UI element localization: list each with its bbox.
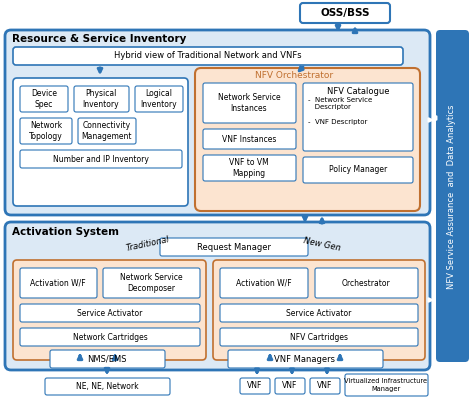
FancyBboxPatch shape — [220, 328, 418, 346]
Text: Service Activator: Service Activator — [286, 308, 352, 318]
Text: Activation System: Activation System — [12, 227, 119, 237]
FancyBboxPatch shape — [20, 150, 182, 168]
FancyBboxPatch shape — [220, 304, 418, 322]
Text: NFV Catalogue: NFV Catalogue — [327, 87, 389, 96]
FancyBboxPatch shape — [220, 268, 308, 298]
Text: New Gen: New Gen — [302, 236, 341, 252]
FancyBboxPatch shape — [135, 86, 183, 112]
Text: Logical
Inventory: Logical Inventory — [141, 89, 177, 109]
Text: Physical
Inventory: Physical Inventory — [82, 89, 119, 109]
FancyBboxPatch shape — [20, 304, 200, 322]
Text: Network Cartridges: Network Cartridges — [73, 333, 147, 341]
FancyBboxPatch shape — [160, 238, 308, 256]
FancyBboxPatch shape — [315, 268, 418, 298]
Text: Virtualized Infrastructure: Virtualized Infrastructure — [345, 378, 428, 384]
Text: Request Manager: Request Manager — [197, 243, 271, 252]
FancyBboxPatch shape — [436, 30, 469, 362]
Text: NFV Cartridges: NFV Cartridges — [290, 333, 348, 341]
FancyBboxPatch shape — [13, 78, 188, 206]
Text: -  VNF Descriptor: - VNF Descriptor — [308, 119, 367, 125]
Text: Network Service
Decomposer: Network Service Decomposer — [120, 273, 182, 293]
FancyBboxPatch shape — [78, 118, 136, 144]
FancyBboxPatch shape — [195, 68, 420, 211]
Text: OSS/BSS: OSS/BSS — [320, 8, 370, 18]
FancyBboxPatch shape — [20, 268, 97, 298]
Text: NMS/EMS: NMS/EMS — [87, 355, 127, 364]
FancyBboxPatch shape — [303, 83, 413, 151]
Text: VNF: VNF — [317, 382, 333, 391]
Text: Network
Topology: Network Topology — [29, 121, 63, 141]
Text: VNF: VNF — [247, 382, 263, 391]
FancyBboxPatch shape — [228, 350, 383, 368]
FancyBboxPatch shape — [345, 374, 428, 396]
FancyBboxPatch shape — [203, 155, 296, 181]
FancyBboxPatch shape — [45, 378, 170, 395]
FancyBboxPatch shape — [20, 86, 68, 112]
FancyBboxPatch shape — [303, 157, 413, 183]
FancyBboxPatch shape — [275, 378, 305, 394]
Text: VNF: VNF — [283, 382, 298, 391]
Text: Device
Spec: Device Spec — [31, 89, 57, 109]
FancyBboxPatch shape — [203, 129, 296, 149]
FancyBboxPatch shape — [20, 118, 72, 144]
FancyBboxPatch shape — [203, 83, 296, 123]
Text: Connectivity
Management: Connectivity Management — [82, 121, 132, 141]
Text: Traditional: Traditional — [125, 235, 171, 253]
FancyBboxPatch shape — [5, 222, 430, 370]
FancyBboxPatch shape — [50, 350, 165, 368]
FancyBboxPatch shape — [5, 30, 430, 215]
Text: Hybrid view of Traditional Network and VNFs: Hybrid view of Traditional Network and V… — [114, 52, 302, 60]
Text: Number and IP Inventory: Number and IP Inventory — [53, 154, 149, 164]
FancyBboxPatch shape — [74, 86, 129, 112]
Text: Service Activator: Service Activator — [77, 308, 143, 318]
FancyBboxPatch shape — [300, 3, 390, 23]
Text: -  Network Service
   Descriptor: - Network Service Descriptor — [308, 98, 372, 110]
FancyBboxPatch shape — [310, 378, 340, 394]
Text: Policy Manager: Policy Manager — [329, 166, 387, 175]
Text: Network Service
Instances: Network Service Instances — [218, 93, 280, 113]
FancyBboxPatch shape — [213, 260, 425, 360]
Text: Resource & Service Inventory: Resource & Service Inventory — [12, 34, 186, 44]
Text: VNF to VM
Mapping: VNF to VM Mapping — [229, 158, 269, 178]
Text: VNF Managers: VNF Managers — [274, 355, 336, 364]
Text: NFV Service Assurance  and  Data Analytics: NFV Service Assurance and Data Analytics — [447, 105, 456, 289]
Text: VNF Instances: VNF Instances — [222, 135, 276, 143]
FancyBboxPatch shape — [103, 268, 200, 298]
Text: Orchestrator: Orchestrator — [342, 279, 391, 287]
Text: Activation W/F: Activation W/F — [236, 279, 292, 287]
FancyBboxPatch shape — [13, 47, 403, 65]
Text: NFV Orchestrator: NFV Orchestrator — [255, 71, 333, 81]
Text: Activation W/F: Activation W/F — [30, 279, 86, 287]
FancyBboxPatch shape — [240, 378, 270, 394]
FancyBboxPatch shape — [13, 260, 206, 360]
Text: Manager: Manager — [371, 386, 401, 392]
FancyBboxPatch shape — [20, 328, 200, 346]
Text: NE, NE, Network: NE, NE, Network — [76, 382, 138, 391]
